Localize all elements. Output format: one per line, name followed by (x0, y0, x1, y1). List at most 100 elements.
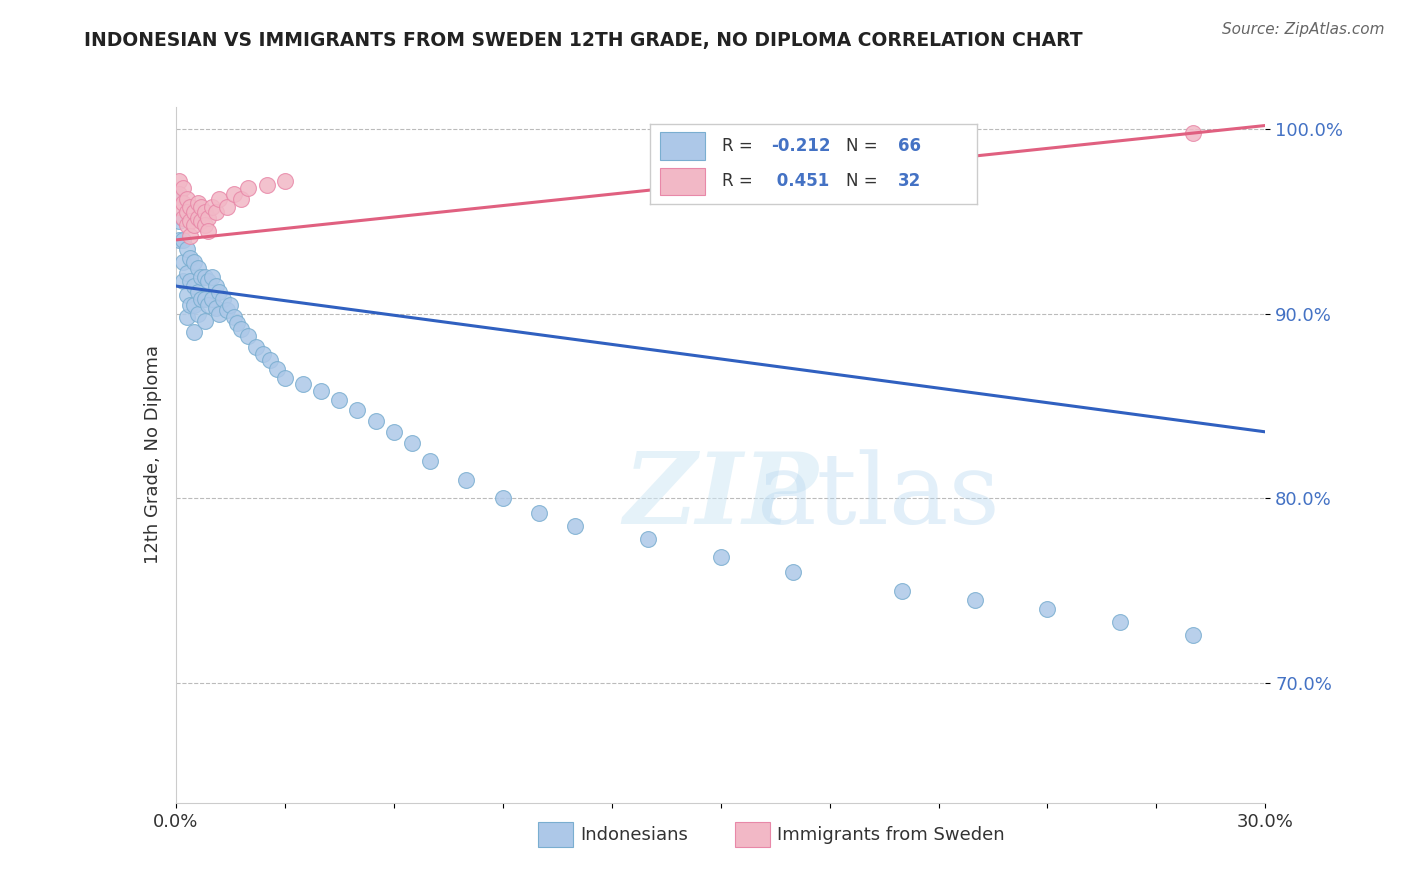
Point (172, 211, 194, 225)
Point (208, 307, 231, 321)
Point (456, 473, 478, 487)
Point (201, 269, 224, 284)
Point (176, 242, 198, 256)
Point (238, 329, 260, 343)
Point (176, 266, 198, 280)
Point (256, 178, 278, 192)
Point (259, 352, 281, 367)
Point (419, 454, 441, 468)
Point (190, 200, 212, 214)
Point (183, 279, 205, 293)
Point (215, 303, 238, 318)
Point (194, 218, 217, 232)
Point (186, 285, 209, 299)
Point (274, 174, 297, 188)
Point (212, 292, 235, 306)
Point (183, 218, 205, 232)
Point (179, 214, 201, 228)
Point (169, 233, 191, 247)
Point (183, 297, 205, 311)
Point (891, 583, 914, 598)
Point (172, 211, 194, 225)
Point (172, 233, 194, 247)
Point (197, 224, 219, 238)
Point (201, 200, 224, 214)
Point (266, 362, 288, 376)
Point (176, 310, 198, 325)
Point (1181, 628, 1204, 642)
Point (215, 200, 238, 214)
Point (208, 192, 231, 206)
Point (1109, 615, 1132, 629)
Point (527, 506, 550, 520)
Point (176, 218, 198, 232)
Point (169, 186, 191, 201)
Point (172, 273, 194, 287)
Point (176, 192, 198, 206)
Point (183, 325, 205, 339)
Point (197, 297, 219, 311)
Point (382, 425, 405, 439)
Point (208, 285, 231, 299)
Point (179, 297, 201, 311)
Point (201, 292, 224, 306)
Point (176, 205, 198, 219)
Point (169, 190, 191, 204)
Point (245, 340, 267, 354)
Point (194, 269, 217, 284)
Point (183, 255, 205, 269)
Point (782, 565, 804, 579)
Point (169, 200, 191, 214)
Point (194, 292, 217, 306)
Point (183, 205, 205, 219)
Point (1036, 602, 1059, 616)
Point (274, 371, 297, 385)
Point (231, 321, 253, 335)
Point (172, 255, 194, 269)
Point (238, 181, 260, 195)
Point (309, 384, 332, 399)
Point (346, 402, 368, 417)
Point (204, 301, 226, 316)
Point (197, 211, 219, 225)
Point (194, 205, 217, 219)
Point (179, 229, 201, 244)
Point (231, 192, 253, 206)
Point (186, 260, 209, 275)
Text: Indonesians: Indonesians (581, 826, 688, 844)
Point (179, 252, 201, 266)
Point (179, 200, 201, 214)
Point (222, 310, 245, 325)
Point (219, 297, 242, 311)
Point (222, 186, 245, 201)
Point (186, 196, 209, 211)
Point (197, 273, 219, 287)
Text: Immigrants from Sweden: Immigrants from Sweden (776, 826, 1004, 844)
Point (710, 550, 733, 565)
Point (328, 393, 350, 408)
Point (963, 592, 986, 607)
Text: Source: ZipAtlas.com: Source: ZipAtlas.com (1222, 22, 1385, 37)
Point (176, 288, 198, 302)
Text: INDONESIAN VS IMMIGRANTS FROM SWEDEN 12TH GRADE, NO DIPLOMA CORRELATION CHART: INDONESIAN VS IMMIGRANTS FROM SWEDEN 12T… (84, 31, 1083, 50)
Point (169, 214, 191, 228)
Point (204, 279, 226, 293)
Point (226, 316, 249, 330)
Point (364, 414, 387, 428)
Point (172, 181, 194, 195)
Point (1181, 126, 1204, 140)
Point (169, 174, 191, 188)
Point (194, 314, 217, 328)
Text: atlas: atlas (758, 449, 1000, 544)
Point (637, 532, 659, 546)
Point (564, 519, 586, 533)
Point (172, 196, 194, 211)
Point (401, 436, 423, 450)
Point (186, 211, 209, 225)
Y-axis label: 12th Grade, No Diploma: 12th Grade, No Diploma (143, 345, 162, 565)
Point (190, 292, 212, 306)
Point (291, 376, 314, 391)
Point (204, 205, 226, 219)
Point (179, 273, 201, 287)
Point (190, 214, 212, 228)
